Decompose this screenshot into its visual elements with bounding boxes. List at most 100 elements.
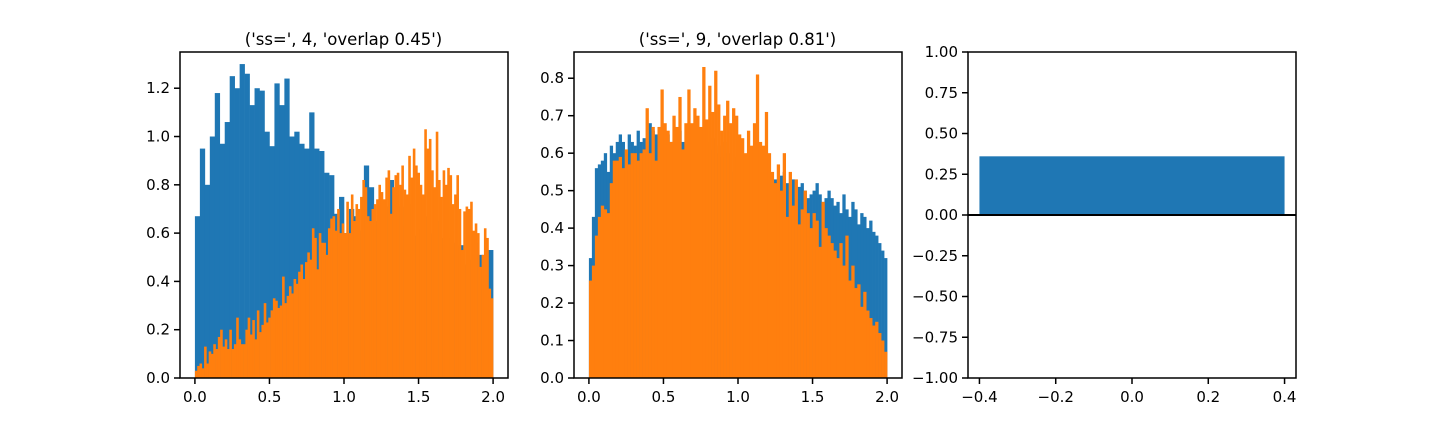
histogram-bar-1-orange-45 bbox=[298, 271, 301, 378]
chart-title-1: ('ss=', 4, 'overlap 0.45') bbox=[245, 30, 442, 49]
x-tick-label-2: 1.0 bbox=[726, 388, 750, 406]
histogram-bar-1-orange-38 bbox=[282, 276, 285, 378]
histogram-bar-1-orange-99 bbox=[421, 194, 425, 378]
histogram-bar-2-orange-4 bbox=[600, 205, 605, 378]
histogram-bar-2-orange-72 bbox=[803, 190, 807, 378]
histogram-bar-2-orange-75 bbox=[812, 213, 816, 378]
histogram-bar-2-orange-57 bbox=[758, 141, 763, 378]
histogram-bar-2-orange-22 bbox=[654, 160, 658, 378]
y-tick-label-0: 0.0 bbox=[146, 369, 170, 387]
y-tick-label-0: −1.00 bbox=[912, 369, 958, 387]
histogram-bar-2-blue-91 bbox=[860, 213, 864, 378]
histogram-bar-2-orange-69 bbox=[794, 179, 798, 378]
histogram-bar-1-orange-49 bbox=[307, 252, 310, 378]
histogram-bar-2-orange-32 bbox=[684, 123, 688, 378]
y-tick-label-5: 1.0 bbox=[146, 128, 170, 146]
histogram-bar-1-orange-124 bbox=[479, 266, 482, 378]
histogram-bar-1-orange-31 bbox=[266, 322, 269, 378]
histogram-bar-2-orange-53 bbox=[746, 130, 751, 378]
histogram-bar-1-orange-97 bbox=[417, 172, 420, 378]
histogram-bar-1-orange-58 bbox=[327, 228, 331, 378]
histogram-bar-1-orange-54 bbox=[318, 233, 322, 378]
histogram-bar-2-blue-93 bbox=[866, 228, 870, 378]
y-tick-label-2: −0.50 bbox=[912, 288, 958, 306]
histogram-bar-1-orange-59 bbox=[330, 218, 333, 378]
histogram-bar-2-orange-2 bbox=[594, 235, 599, 378]
histogram-bar-1-orange-8 bbox=[213, 344, 216, 378]
histogram-bar-1-orange-34 bbox=[272, 298, 276, 378]
histogram-bar-1-orange-12 bbox=[222, 346, 226, 378]
histogram-bar-2-orange-20 bbox=[648, 153, 652, 378]
histogram-bar-2-orange-39 bbox=[705, 119, 709, 378]
y-tick-label-5: 0.5 bbox=[540, 182, 564, 200]
histogram-bar-2-orange-55 bbox=[752, 123, 757, 378]
chart-title-2: ('ss=', 9, 'overlap 0.81') bbox=[639, 30, 836, 49]
histogram-bar-1-orange-11 bbox=[220, 329, 223, 378]
y-tick-label-7: 0.7 bbox=[540, 107, 564, 125]
histogram-bar-1-blue-10 bbox=[244, 73, 250, 378]
histogram-bar-2-orange-98 bbox=[881, 340, 885, 378]
histogram-bar-2-orange-68 bbox=[791, 205, 795, 378]
histogram-bar-1-orange-107 bbox=[440, 196, 443, 378]
histogram-bar-1-orange-57 bbox=[325, 254, 329, 378]
histogram-bar-1-blue-12 bbox=[254, 88, 260, 378]
y-tick-label-3: −0.25 bbox=[912, 247, 958, 265]
histogram-bar-1-orange-52 bbox=[314, 237, 317, 378]
histogram-bar-2-orange-76 bbox=[815, 220, 819, 378]
histogram-bar-1-blue-15 bbox=[269, 146, 275, 378]
plot-area-1: 0.0 0.5 1.0 1.5 2.0 0.0 0.2 0.4 0.6 0.8 1.0 1.2 bbox=[146, 51, 509, 406]
histogram-bar-1-orange-114 bbox=[456, 175, 459, 378]
x-tick-label-3: 1.5 bbox=[407, 388, 431, 406]
histogram-bar-1-blue-18 bbox=[284, 78, 290, 379]
histogram-bar-2-orange-89 bbox=[854, 288, 858, 378]
histogram-bar-1-orange-29 bbox=[261, 324, 265, 378]
histogram-bar-2-orange-95 bbox=[872, 325, 876, 378]
histogram-bar-1-orange-26 bbox=[254, 339, 258, 378]
histogram-bar-1-orange-53 bbox=[316, 269, 320, 378]
histogram-bar-2-orange-51 bbox=[740, 138, 745, 378]
histogram-bar-2-blue-94 bbox=[869, 220, 873, 378]
histogram-bar-2-orange-88 bbox=[851, 265, 855, 378]
histogram-bar-1-orange-1 bbox=[197, 365, 200, 378]
histogram-bar-1-orange-32 bbox=[268, 317, 271, 378]
histogram-bar-2-orange-86 bbox=[845, 235, 849, 378]
histogram-bar-2-orange-44 bbox=[720, 130, 724, 378]
chart-panel-1: 0.0 0.5 1.0 1.5 2.0 0.0 0.2 0.4 0.6 0.8 1.0 1.2 ('s… bbox=[146, 30, 509, 406]
histogram-bar-2-orange-92 bbox=[863, 291, 867, 378]
histogram-bar-2-blue-97 bbox=[878, 243, 882, 378]
x-tick-label-3: 0.2 bbox=[1196, 388, 1220, 406]
histogram-bar-2-orange-84 bbox=[839, 243, 843, 378]
histogram-bar-2-orange-12 bbox=[624, 149, 628, 378]
histogram-bar-1-orange-113 bbox=[454, 194, 457, 378]
histogram-bar-2-orange-96 bbox=[875, 321, 879, 378]
histogram-bar-1-orange-61 bbox=[334, 230, 338, 378]
histogram-bar-1-orange-44 bbox=[295, 283, 299, 378]
histogram-bar-1-orange-15 bbox=[229, 329, 232, 378]
histogram-bar-2-orange-10 bbox=[618, 156, 623, 378]
histogram-bar-1-orange-41 bbox=[288, 286, 292, 378]
histogram-bar-2-orange-45 bbox=[723, 115, 727, 379]
histogram-bar-1-blue-9 bbox=[239, 64, 245, 379]
histogram-bar-2-orange-78 bbox=[821, 201, 825, 378]
x-tick-label-2: 0.0 bbox=[1120, 388, 1144, 406]
histogram-bar-2-orange-42 bbox=[714, 70, 718, 379]
histogram-bar-1-orange-3 bbox=[201, 368, 205, 378]
histogram-bar-1-orange-95 bbox=[412, 148, 416, 378]
y-tick-label-0: 0.0 bbox=[540, 369, 564, 387]
histogram-bar-2-orange-19 bbox=[645, 108, 649, 378]
histogram-bar-2-orange-6 bbox=[606, 213, 611, 378]
histogram-bar-1-blue-20 bbox=[294, 131, 300, 378]
histogram-bar-1-orange-0 bbox=[194, 370, 198, 378]
y-tick-label-4: 0.8 bbox=[146, 176, 170, 194]
histogram-bar-2-orange-60 bbox=[767, 153, 772, 378]
histogram-bar-1-orange-103 bbox=[431, 170, 434, 378]
histogram-bar-1-orange-60 bbox=[332, 216, 336, 378]
histogram-bar-1-orange-102 bbox=[428, 138, 432, 378]
histogram-bar-2-orange-93 bbox=[866, 310, 870, 378]
x-tick-label-3: 1.5 bbox=[801, 388, 825, 406]
histogram-bar-2-orange-3 bbox=[597, 216, 602, 378]
plot-area-2: 0.0 0.5 1.0 1.5 2.0 0.0 0.1 0.2 0.3 0.4 0.5 0.6 0.7 0… bbox=[540, 51, 903, 406]
histogram-bar-2-orange-29 bbox=[675, 126, 679, 378]
histogram-bar-1-orange-118 bbox=[465, 206, 469, 378]
histogram-bar-2-orange-50 bbox=[738, 134, 742, 378]
